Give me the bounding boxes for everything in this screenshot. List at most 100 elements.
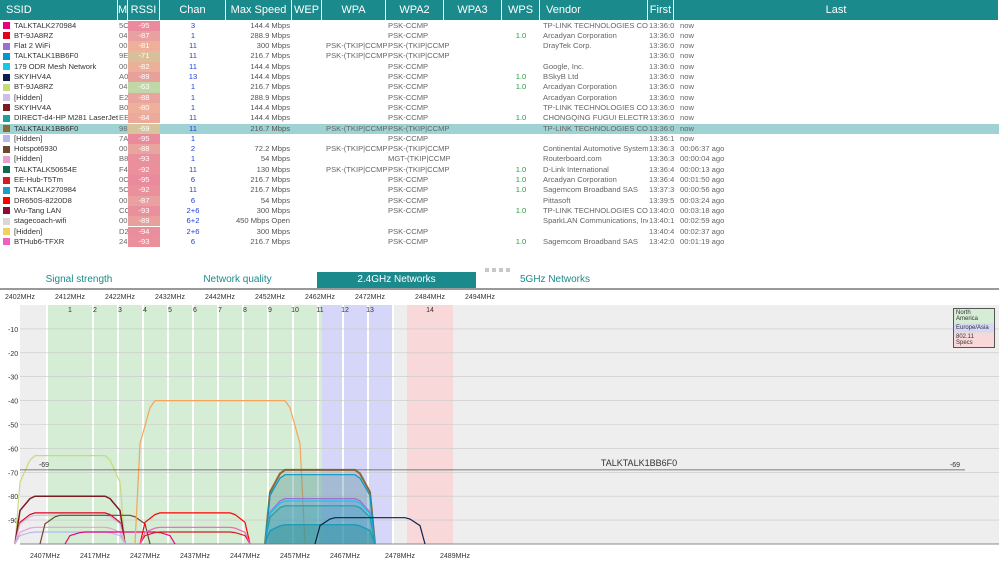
column-header[interactable]: WPA3 (444, 0, 502, 20)
network-signal-curve (264, 500, 376, 545)
first-seen-cell: 13:36:34 (649, 144, 674, 154)
network-color-swatch (3, 114, 10, 122)
column-header[interactable]: Max Speed (226, 0, 292, 20)
table-row[interactable]: TALKTALK270984 5C:-92 11 216.7 Mbps PSK-CCMP… (0, 185, 999, 196)
splitter-handle[interactable] (485, 265, 515, 272)
wpa2-cell: PSK-CCMP (388, 102, 429, 112)
first-seen-cell: 13:36:41 (649, 164, 674, 174)
vendor-cell: Arcadyan Corporation (543, 92, 617, 102)
last-seen-cell: now (680, 30, 694, 40)
table-row[interactable]: DR650S-8220D8 00:-87 6 54 Mbps PSK-CCMP Pitta… (0, 195, 999, 206)
wps-cell (502, 62, 540, 72)
last-seen-cell: 00:03:18 ago (680, 205, 725, 215)
table-row[interactable]: SKYIHV4A A0:-89 13 144.4 Mbps PSK-CCMP 1.0 BSk… (0, 72, 999, 83)
column-header[interactable]: First (648, 0, 674, 20)
channel-cell: 2+6 (186, 226, 200, 236)
ssid-cell: [Hidden] (14, 92, 43, 102)
marker-network-label: TALKTALK1BB6F0 (601, 458, 677, 468)
table-row[interactable]: SKYIHV4A B0:-80 1 144.4 Mbps PSK-CCMP TP-LINK… (0, 102, 999, 114)
wpa2-cell: PSK-CCMP (388, 226, 429, 236)
first-seen-cell: 13:36:07 (649, 41, 674, 51)
bottom-frequency-label: 2478MHz (385, 553, 415, 560)
first-seen-cell: 13:36:07 (649, 82, 674, 92)
table-row[interactable]: [Hidden] E2:-88 1 288.9 Mbps PSK-CCMP Arcadya… (0, 92, 999, 103)
table-row[interactable]: [Hidden] 7A:-95 1 PSK-CCMP 13:36:11 now (0, 133, 999, 145)
table-row[interactable]: BTHub6-TFXR 24:-93 6 216.7 Mbps PSK-CCMP 1.0 S… (0, 236, 999, 248)
vendor-cell: Pittasoft (543, 195, 571, 205)
mac-cell: 00: (119, 195, 128, 205)
column-header[interactable]: M (118, 0, 128, 20)
first-seen-cell: 13:36:08 (649, 30, 674, 40)
channel-number-label: 12 (341, 307, 349, 314)
column-header[interactable]: RSSI (128, 0, 160, 20)
table-row[interactable]: TALKTALK50654E F4:-92 11 130 Mbps PSK-(TKIP|… (0, 164, 999, 175)
max-speed-cell: 72.2 Mbps (254, 144, 290, 154)
table-row[interactable]: Wu-Tang LAN CC:-93 2+6 300 Mbps PSK-CCMP 1.0 T… (0, 205, 999, 217)
vendor-cell: SparkLAN Communications, Inc. (543, 216, 648, 226)
wps-cell (502, 144, 540, 154)
table-row[interactable]: EE-Hub-T5Tm 0C:-95 6 216.7 Mbps PSK-CCMP 1.0 A… (0, 175, 999, 186)
y-tick-label: -80 (8, 494, 18, 501)
table-row[interactable]: 179 ODR Mesh Network 00:-82 11 144.4 Mbps PS… (0, 61, 999, 72)
channel-cell: 11 (189, 123, 197, 133)
first-seen-cell: 13:36:08 (649, 20, 674, 30)
column-header[interactable]: Last (674, 0, 999, 20)
ssid-cell: SKYIHV4A (14, 72, 52, 81)
tab-bar: Signal strength Network quality 2.4GHz N… (0, 272, 999, 288)
first-seen-cell: 13:36:09 (649, 92, 674, 102)
column-header[interactable]: Chan (160, 0, 226, 20)
max-speed-cell: 288.9 Mbps (250, 92, 290, 102)
tab-signal-strength[interactable]: Signal strength (45, 274, 113, 285)
networks-table: SSID M RSSI Chan Max Speed WEP WPA WPA2 WPA3 WPS V… (0, 0, 999, 252)
table-row[interactable]: Flat 2 WiFi 00:-81 11 300 Mbps PSK-(TKIP|CCM… (0, 41, 999, 52)
tab-network-quality[interactable]: Network quality (203, 274, 272, 285)
wpa2-cell: PSK-CCMP (388, 20, 429, 30)
last-seen-cell: now (680, 82, 694, 92)
first-seen-cell: 13:37:34 (649, 185, 674, 195)
table-row[interactable]: [Hidden] D2:-94 2+6 300 Mbps PSK-CCMP 13:40:4… (0, 226, 999, 237)
vendor-cell: Arcadyan Corporation (543, 82, 617, 92)
tab-5ghz-networks[interactable]: 5GHz Networks (519, 274, 590, 285)
wpa-cell: PSK-(TKIP|CCMP) (326, 144, 388, 154)
last-seen-cell: now (680, 113, 694, 123)
first-seen-cell: 13:36:07 (649, 51, 674, 61)
wps-cell (502, 103, 540, 113)
table-row[interactable]: Hotspot6930 00:-88 2 72.2 Mbps PSK-(TKIP|CCM… (0, 144, 999, 155)
rssi-cell: -88 (128, 92, 160, 103)
last-seen-cell: 00:06:37 ago (680, 144, 725, 154)
mac-cell: E2: (119, 92, 128, 102)
column-header[interactable]: WPA (322, 0, 386, 20)
channel-cell: 1 (190, 92, 196, 102)
network-color-swatch (3, 125, 10, 132)
column-header[interactable]: WPA2 (386, 0, 444, 20)
table-row[interactable]: stagecoach-wifi 00:-89 6+2 450 Mbps Open Spa… (0, 216, 999, 227)
table-row[interactable]: [Hidden] B8:-93 1 54 Mbps MGT-(TKIP|CCMP) Rou… (0, 154, 999, 165)
network-color-swatch (3, 155, 10, 163)
mac-cell: 5C: (119, 185, 128, 195)
column-header[interactable]: Vendor (540, 0, 648, 20)
mac-cell: 98: (119, 123, 128, 133)
marker-value-left: -69 (39, 462, 49, 469)
ssid-cell: [Hidden] (14, 226, 43, 236)
rssi-cell: -95 (128, 20, 160, 31)
ssid-cell: stagecoach-wifi (14, 216, 67, 226)
rssi-cell: -93 (128, 205, 160, 217)
table-row[interactable]: TALKTALK1BB6F0 9E:-71 11 216.7 Mbps PSK-(TKI… (0, 51, 999, 62)
max-speed-cell: 300 Mbps (256, 41, 290, 51)
max-speed-cell: 450 Mbps Open (235, 216, 290, 226)
rssi-cell: -92 (128, 185, 160, 196)
table-row[interactable]: TALKTALK1BB6F0 98:-69 11 216.7 Mbps PSK-(TKI… (0, 123, 999, 134)
channel-cell: 11 (189, 51, 197, 61)
table-row[interactable]: BT-9JA8RZ 04:-87 1 288.9 Mbps PSK-CCMP 1.0 Arc… (0, 30, 999, 42)
tab-24ghz-networks[interactable]: 2.4GHz Networks (317, 272, 476, 288)
vendor-cell: Routerboard.com (543, 154, 602, 164)
column-header[interactable]: SSID (0, 0, 118, 20)
table-row[interactable]: TALKTALK270984 5C:-95 3 144.4 Mbps PSK-CCMP T… (0, 20, 999, 31)
column-header[interactable]: WPS (502, 0, 540, 20)
table-row[interactable]: BT-9JA8RZ 04:-63 1 216.7 Mbps PSK-CCMP 1.0 Arc… (0, 82, 999, 93)
column-header[interactable]: WEP (292, 0, 322, 20)
vendor-cell: Sagemcom Broadband SAS (543, 236, 638, 246)
ssid-cell: 179 ODR Mesh Network (14, 61, 97, 71)
ssid-cell: BT-9JA8RZ (14, 30, 54, 40)
